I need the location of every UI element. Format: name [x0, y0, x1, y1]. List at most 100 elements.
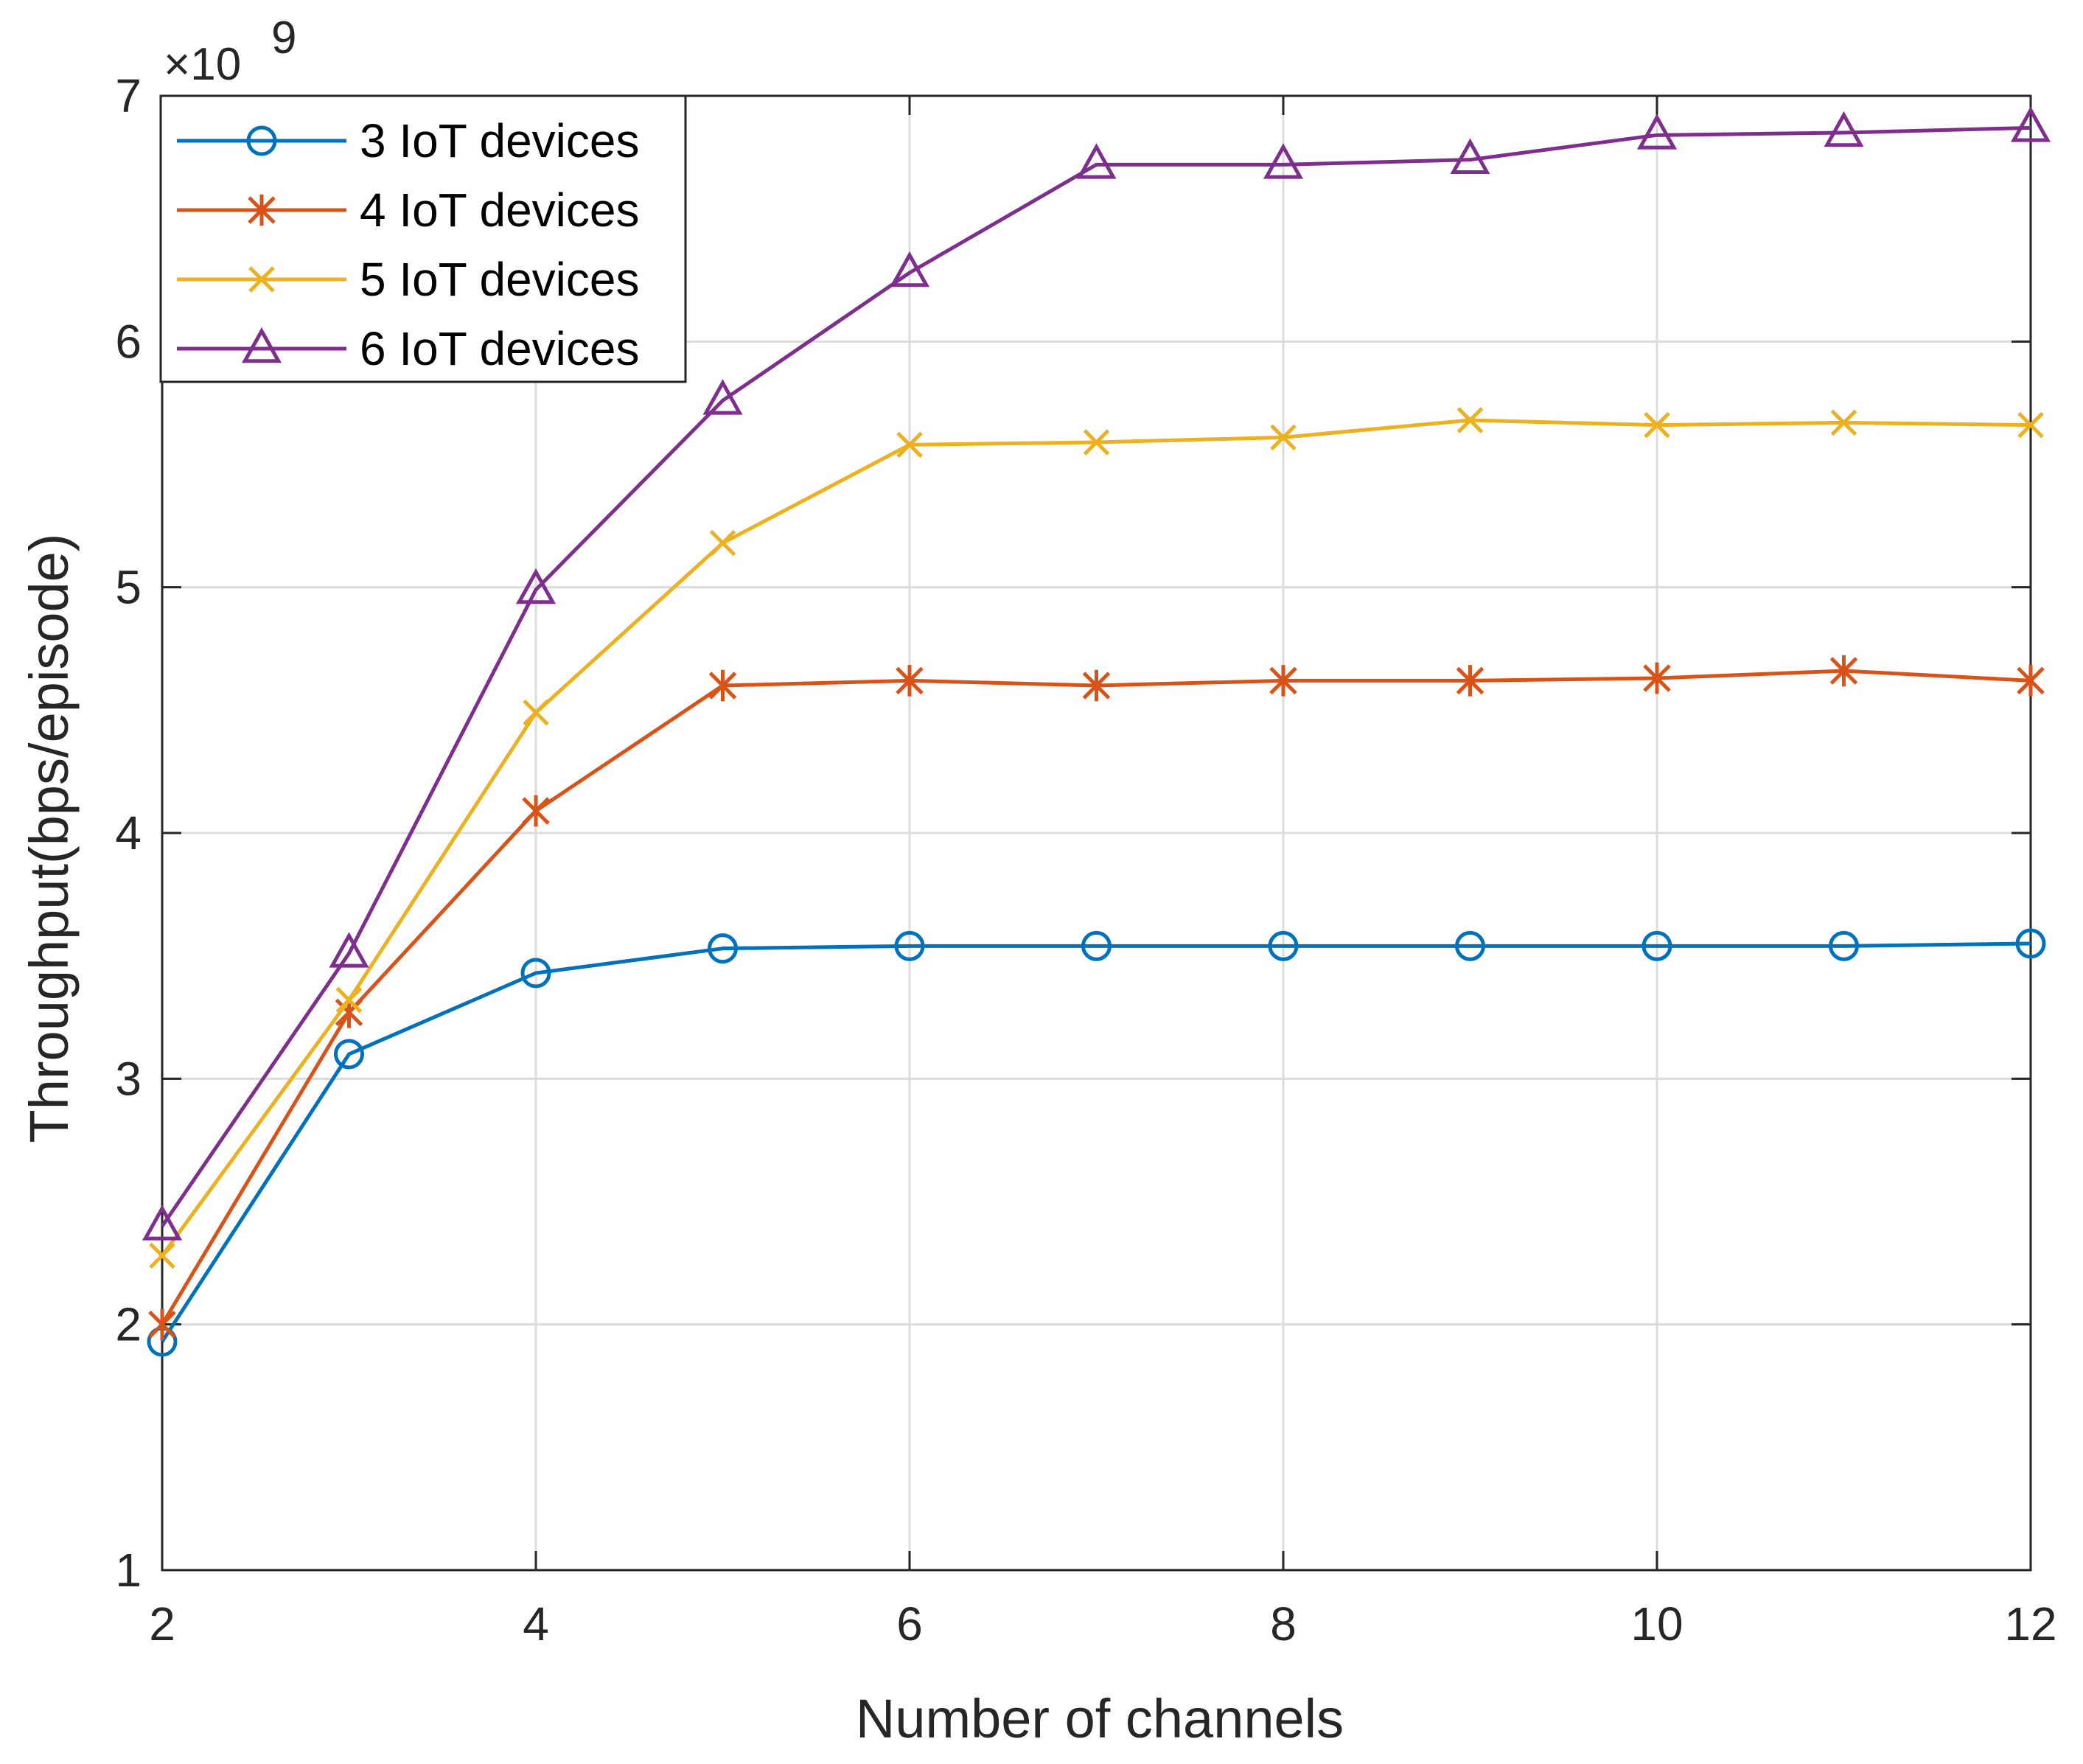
- data-point: [1268, 930, 1299, 961]
- y-exponent-power: 9: [271, 13, 296, 63]
- marker-x-stroke: [896, 431, 923, 459]
- legend-label: 6 IoT devices: [360, 322, 639, 375]
- y-tick-label: 2: [115, 1298, 142, 1351]
- marker-circle: [1829, 930, 1859, 961]
- legend-entry: 5 IoT devices: [177, 253, 639, 306]
- data-point: [1644, 411, 1670, 439]
- x-axis-title: Number of channels: [856, 1688, 1344, 1749]
- marker-triangle: [2010, 106, 2051, 142]
- marker-x-stroke: [2017, 411, 2044, 439]
- data-point: [2017, 411, 2044, 439]
- legend-swatch-marker: [248, 194, 276, 226]
- marker-circle: [1268, 930, 1299, 961]
- data-point: [1636, 114, 1678, 150]
- x-tick-label: 4: [523, 1597, 549, 1650]
- marker-circle: [246, 125, 277, 156]
- data-point: [708, 933, 738, 964]
- series-2: [148, 655, 2045, 1340]
- data-point: [1456, 665, 1484, 697]
- legend-entry: 3 IoT devices: [177, 114, 639, 167]
- data-point: [1450, 138, 1490, 174]
- series-4: [142, 106, 2051, 1241]
- data-point: [1829, 930, 1859, 961]
- y-tick-label: 7: [115, 69, 142, 122]
- marker-triangle: [702, 379, 743, 415]
- x-tick-label: 6: [896, 1597, 923, 1650]
- marker-circle: [1081, 930, 1112, 961]
- data-point: [1081, 930, 1112, 961]
- data-point: [708, 669, 737, 702]
- y-tick-label: 6: [115, 315, 142, 368]
- marker-circle: [520, 958, 551, 989]
- marker-circle: [1641, 930, 1672, 961]
- marker-x-stroke: [335, 986, 363, 1014]
- data-point: [2017, 665, 2045, 697]
- series-line: [160, 125, 2031, 1227]
- marker-circle: [708, 933, 738, 964]
- data-point: [896, 431, 923, 459]
- data-point: [889, 251, 930, 287]
- marker-triangle: [142, 1205, 183, 1241]
- grid: [161, 94, 2032, 1572]
- data-point: [515, 568, 556, 604]
- series-3: [149, 407, 2044, 1269]
- marker-circle: [334, 1039, 364, 1070]
- legend-entry: 6 IoT devices: [177, 322, 639, 375]
- x-tick-label: 8: [1270, 1597, 1297, 1650]
- data-point: [1269, 665, 1297, 697]
- legend-items: 3 IoT devices 4 IoT devices 5 IoT devices 6…: [177, 114, 639, 375]
- data-point: [523, 699, 549, 726]
- legend-swatch-marker: [246, 125, 277, 156]
- data-point: [1082, 669, 1111, 702]
- data-point: [329, 932, 369, 968]
- data-point: [1824, 111, 1864, 147]
- marker-x-stroke: [1644, 411, 1670, 439]
- marker-triangle: [329, 932, 369, 968]
- data-point: [149, 1242, 175, 1269]
- legend: 3 IoT devices 4 IoT devices 5 IoT devices 6…: [159, 94, 687, 383]
- legend-entry: 4 IoT devices: [177, 184, 639, 237]
- data-point: [1830, 409, 1857, 436]
- marker-triangle: [1824, 111, 1864, 147]
- data-point: [1456, 407, 1484, 433]
- marker-triangle: [1636, 114, 1678, 150]
- marker-x-stroke: [523, 699, 549, 726]
- data-point: [1083, 429, 1110, 456]
- data-point: [896, 665, 924, 697]
- y-tick-label: 5: [115, 561, 142, 614]
- series-layer: [142, 106, 2051, 1357]
- marker-x-stroke: [1456, 407, 1484, 433]
- marker-triangle: [1263, 143, 1304, 179]
- y-exponent: ×10 9: [164, 13, 296, 90]
- data-point: [142, 1205, 183, 1241]
- series-line: [160, 941, 2031, 1343]
- y-tick-label: 3: [115, 1052, 142, 1105]
- marker-x-stroke: [1270, 424, 1297, 451]
- marker-circle: [2015, 928, 2046, 959]
- y-exponent-base: ×10: [164, 39, 241, 90]
- data-point: [520, 958, 551, 989]
- marker-triangle: [1450, 138, 1490, 174]
- legend-label: 3 IoT devices: [360, 114, 639, 167]
- axis-ticks: [161, 94, 2032, 1572]
- legend-swatch-marker: [248, 266, 275, 293]
- data-point: [335, 986, 363, 1014]
- data-point: [1455, 930, 1485, 961]
- marker-x-stroke: [248, 266, 275, 293]
- data-point: [702, 379, 743, 415]
- data-point: [1076, 143, 1117, 179]
- data-point: [2010, 106, 2051, 142]
- data-point: [1643, 662, 1671, 694]
- data-point: [894, 930, 925, 961]
- y-tick-label: 1: [115, 1544, 142, 1597]
- data-point: [709, 529, 736, 557]
- marker-triangle: [241, 327, 282, 363]
- legend-label: 4 IoT devices: [360, 184, 639, 237]
- data-point: [1270, 424, 1297, 451]
- marker-triangle: [1076, 143, 1117, 179]
- data-point: [522, 795, 550, 827]
- data-point: [334, 1039, 364, 1070]
- marker-x-stroke: [1083, 429, 1110, 456]
